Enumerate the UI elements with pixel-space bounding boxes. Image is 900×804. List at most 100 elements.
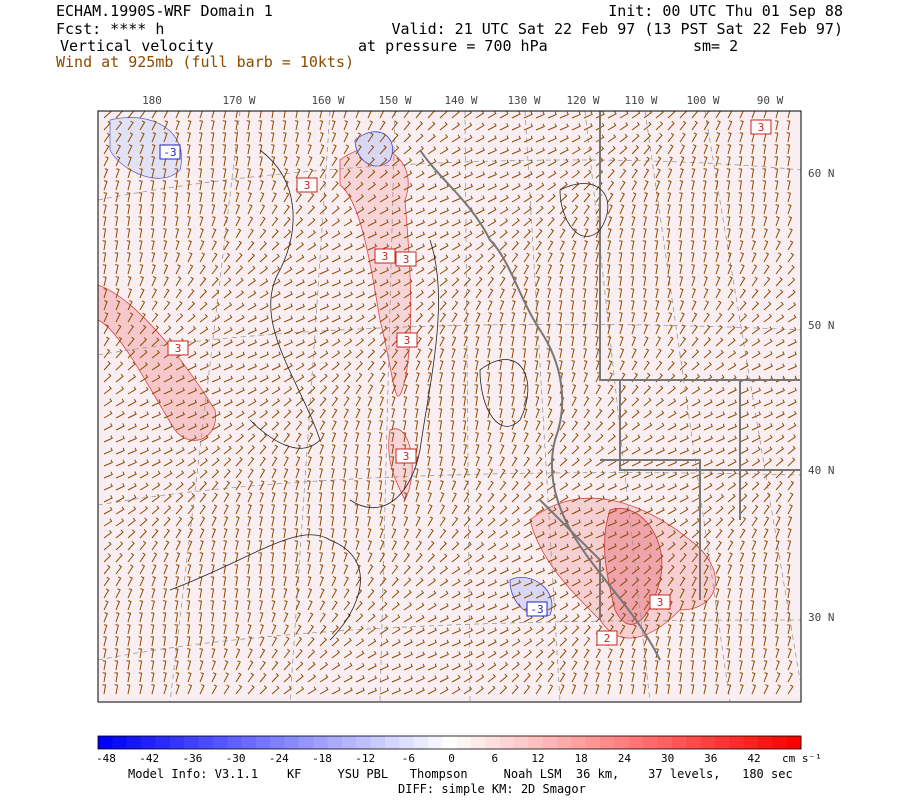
contour-label: 3 xyxy=(403,450,410,463)
colorbar-swatch xyxy=(772,736,788,749)
colorbar-swatch xyxy=(227,736,242,749)
colorbar-swatch xyxy=(456,736,472,749)
contour-label: 3 xyxy=(404,334,411,347)
init-time: Init: 00 UTC Thu 01 Sep 88 xyxy=(608,2,843,20)
colorbar-label: 42 xyxy=(747,752,760,765)
colorbar-swatch xyxy=(643,736,659,749)
colorbar-swatch xyxy=(313,736,329,749)
wind-note: Wind at 925mb (full barb = 10kts) xyxy=(56,53,354,71)
map: -3 3 3 3 3 3 3 3 3 -3 2 xyxy=(98,111,801,702)
longitude-label: 110 W xyxy=(624,94,657,107)
contour-label-box xyxy=(167,340,189,356)
colorbar-label: -36 xyxy=(182,752,202,765)
colorbar-swatch xyxy=(528,736,544,749)
forecast: Fcst: **** h xyxy=(56,20,164,38)
colorbar-label: -6 xyxy=(402,752,415,765)
diff-info: DIFF: simple KM: 2D Smagor xyxy=(398,782,586,796)
contour-labels: -3 3 3 3 3 3 3 3 3 -3 2 xyxy=(159,119,772,646)
colorbar-label: -24 xyxy=(269,752,289,765)
latitude-labels: 60 N 50 N 40 N 30 N xyxy=(808,167,835,624)
contour-label: 3 xyxy=(304,179,311,192)
longitude-label: 150 W xyxy=(378,94,411,107)
contour-label-box xyxy=(396,332,418,348)
colorbar-swatch xyxy=(499,736,515,749)
colorbar-swatch xyxy=(657,736,673,749)
colorbar-swatch xyxy=(184,736,199,749)
longitude-label: 180 xyxy=(142,94,162,107)
colorbar-swatch xyxy=(614,736,630,749)
longitude-label: 140 W xyxy=(444,94,477,107)
coastline xyxy=(419,111,800,661)
colorbar-swatch xyxy=(700,736,716,749)
valid-time: Valid: 21 UTC Sat 22 Feb 97 (13 PST Sat … xyxy=(391,20,843,38)
title: ECHAM.1990S-WRF Domain 1 xyxy=(56,2,273,20)
smoothing: sm= 2 xyxy=(693,37,738,55)
colorbar-label: 18 xyxy=(575,752,588,765)
colorbar-label: -42 xyxy=(139,752,159,765)
colorbar-swatch xyxy=(585,736,601,749)
contour-label-box xyxy=(395,251,417,267)
longitude-label: 100 W xyxy=(686,94,719,107)
contour-label-box xyxy=(750,119,772,135)
colorbar-swatch xyxy=(212,736,228,749)
colorbar-swatch xyxy=(141,736,156,749)
colorbar-label: -18 xyxy=(312,752,332,765)
colorbar-swatch xyxy=(126,736,142,749)
contour-label-box xyxy=(296,177,318,193)
contours xyxy=(169,149,609,641)
colorbar-swatch xyxy=(628,736,644,749)
colorbar-label: 36 xyxy=(704,752,717,765)
longitude-label: 90 W xyxy=(757,94,784,107)
colorbar-label: 30 xyxy=(661,752,674,765)
contour-label-box xyxy=(374,248,396,264)
colorbar-unit: cm s⁻¹ xyxy=(782,752,822,765)
longitude-label: 130 W xyxy=(507,94,540,107)
colorbar-label: 6 xyxy=(491,752,498,765)
colorbar-swatch xyxy=(686,736,702,749)
colorbar-swatch xyxy=(743,736,759,749)
colorbar-swatch xyxy=(112,736,128,749)
contour-label-box xyxy=(649,594,671,610)
colorbar-swatch xyxy=(442,736,458,749)
contour-label: 3 xyxy=(758,121,765,134)
colorbar-swatch xyxy=(384,736,400,749)
contour-label: 3 xyxy=(403,253,410,266)
graticule xyxy=(98,111,801,702)
pressure: at pressure = 700 hPa xyxy=(358,37,548,55)
colorbar-label: -12 xyxy=(355,752,375,765)
colorbar-swatch xyxy=(757,736,773,749)
colorbar-swatch xyxy=(155,736,171,749)
colorbar-swatch xyxy=(427,736,443,749)
contour-label-box xyxy=(526,601,548,617)
contour-label-box xyxy=(159,144,181,160)
longitude-label: 170 W xyxy=(222,94,255,107)
contour-label-box xyxy=(395,448,417,464)
colorbar-swatch xyxy=(241,736,257,749)
latitude-label: 30 N xyxy=(808,611,835,624)
field: Vertical velocity xyxy=(60,37,214,55)
colorbar-swatch xyxy=(169,736,185,749)
colorbar-swatch xyxy=(413,736,429,749)
wind-barbs xyxy=(102,111,797,695)
map-frame xyxy=(97,110,802,703)
contour-label: 2 xyxy=(604,632,611,645)
colorbar-swatch xyxy=(557,736,572,749)
shading xyxy=(98,284,216,441)
contour-label: 3 xyxy=(382,250,389,263)
longitude-label: 160 W xyxy=(311,94,344,107)
colorbar-swatch xyxy=(327,736,343,749)
contour-label: 3 xyxy=(175,342,182,355)
model-info: Model Info: V3.1.1 KF YSU PBL Thompson N… xyxy=(128,767,793,781)
colorbar-swatch xyxy=(714,736,730,749)
colorbar-label: -48 xyxy=(96,752,116,765)
colorbar-swatch xyxy=(571,736,587,749)
colorbar-swatch xyxy=(542,736,558,749)
colorbar-swatch xyxy=(729,736,745,749)
shading xyxy=(354,131,393,167)
colorbar-frame xyxy=(97,735,802,750)
colorbar-swatch xyxy=(471,736,486,749)
colorbar-swatch xyxy=(786,736,802,749)
colorbar-label: 12 xyxy=(531,752,544,765)
colorbar-swatch xyxy=(255,736,271,749)
colorbar-swatch xyxy=(198,736,214,749)
